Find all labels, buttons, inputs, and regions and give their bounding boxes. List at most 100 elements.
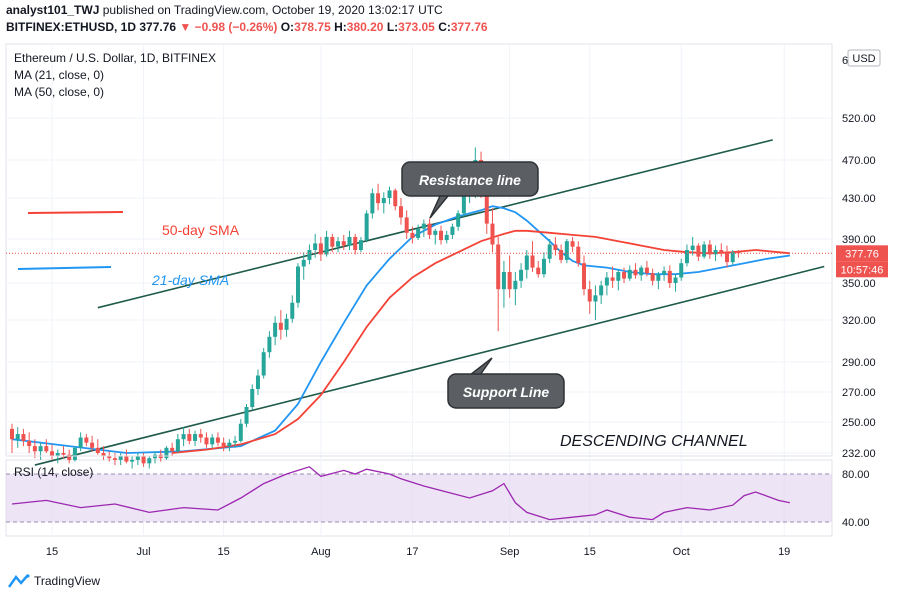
date-tick-label: Sep [500,546,520,558]
channel-annotation: DESCENDING CHANNEL [560,433,748,450]
candle-body [439,230,443,241]
candle-body [233,440,238,443]
candle-body [496,244,501,290]
candle-body [95,447,100,453]
candle-body [72,447,77,460]
candle-body [221,442,226,447]
candle-body [175,439,180,452]
candle-body [679,263,684,278]
candle-body [318,243,323,255]
candle-body [193,434,198,441]
legend-ma50: MA (50, close, 0) [14,85,104,99]
candle-body [398,206,403,218]
rsi-layer [6,466,832,523]
candle-body [353,236,358,250]
candle-body [278,322,283,330]
candle-body [358,240,363,250]
price-tick-label-top: 6 [842,55,848,67]
timer-badge-label: 10:57:46 [841,264,884,276]
close-value: 377.76 [450,20,488,34]
candle-body [707,244,712,255]
candle-body [639,267,644,276]
candle-body [696,245,701,257]
candle-body [61,453,66,455]
price-tick-label: 430.00 [842,193,876,205]
sma50-swatch [27,211,124,214]
ma-layer [11,205,791,454]
price-tick-label: 520.00 [842,113,876,125]
date-tick-label: 19 [778,546,790,558]
candle-body [250,389,255,407]
date-tick-label: Oct [673,546,690,558]
price-tick-label: 390.00 [842,234,876,246]
date-tick-label: Jul [137,546,151,558]
candle-body [650,273,655,281]
candle-body [238,423,243,441]
high-value: 380.20 [346,20,384,34]
candle-body [290,302,295,319]
ma50-line [172,229,790,454]
candle-body [255,375,260,389]
price-change: −0.98 (−0.26%) [194,20,278,34]
candle-body [616,272,621,281]
candle-body [21,434,26,441]
candle-body [55,453,60,457]
candle-body [404,217,409,233]
down-arrow-icon: ▼ [179,20,192,34]
candle-body [112,458,117,460]
candle-body [101,453,106,457]
candle-body [719,250,724,254]
candle-body [690,245,695,250]
price-tick-label: 320.00 [842,315,876,327]
publish-info: published on TradingView.com, October 19… [102,3,443,17]
candle-body [667,270,672,283]
high-label: H: [334,20,347,34]
candle-body [107,456,112,459]
candle-body [484,183,489,224]
candle-body [622,272,627,279]
candle-body [547,244,552,259]
candle-body [576,246,581,264]
candle-body [330,236,335,247]
date-tick-label: 15 [584,546,596,558]
candle-body [427,223,432,235]
candle-body [587,289,592,302]
rsi-line [11,466,791,521]
candle-body [593,295,598,302]
candle-body [559,250,564,260]
candle-body [50,451,55,457]
candle-body [38,446,43,452]
candle-body [44,446,49,452]
publish-line: analyst101_TWJ published on TradingView.… [6,3,443,17]
symbol-line: BITFINEX:ETHUSD, 1D 377.76 ▼ −0.98 (−0.2… [6,20,488,34]
currency-badge[interactable]: USD [847,49,881,67]
candle-body [524,255,529,270]
resistance-callout: Resistance line [401,161,539,219]
legend-ma21: MA (21, close, 0) [14,68,104,82]
sma21-annotation: 21-day SMA [151,272,229,288]
candle-body [644,267,649,274]
candle-body [84,437,89,443]
candle-body [324,236,329,255]
low-value: 373.05 [398,20,435,34]
candle-body [284,318,289,330]
candle-body [341,241,346,246]
candle-body [267,336,272,353]
candle-body [456,213,461,227]
candle-body [147,458,152,464]
candle-body [501,272,506,290]
support-line [34,265,825,466]
rsi-legend: RSI (14, close) [14,465,93,479]
candle-body [387,190,392,198]
candle-body [364,213,369,241]
candle-body [410,232,415,238]
tradingview-logo: TradingView [8,574,100,588]
date-tick-label: 17 [406,546,418,558]
currency-label: USD [852,53,875,65]
candle-body [204,437,209,445]
price-tick-label: 270.00 [842,387,876,399]
candle-body [301,259,306,267]
rsi-tick-label: 80.00 [842,469,870,481]
tradingview-logo-icon [8,574,30,588]
